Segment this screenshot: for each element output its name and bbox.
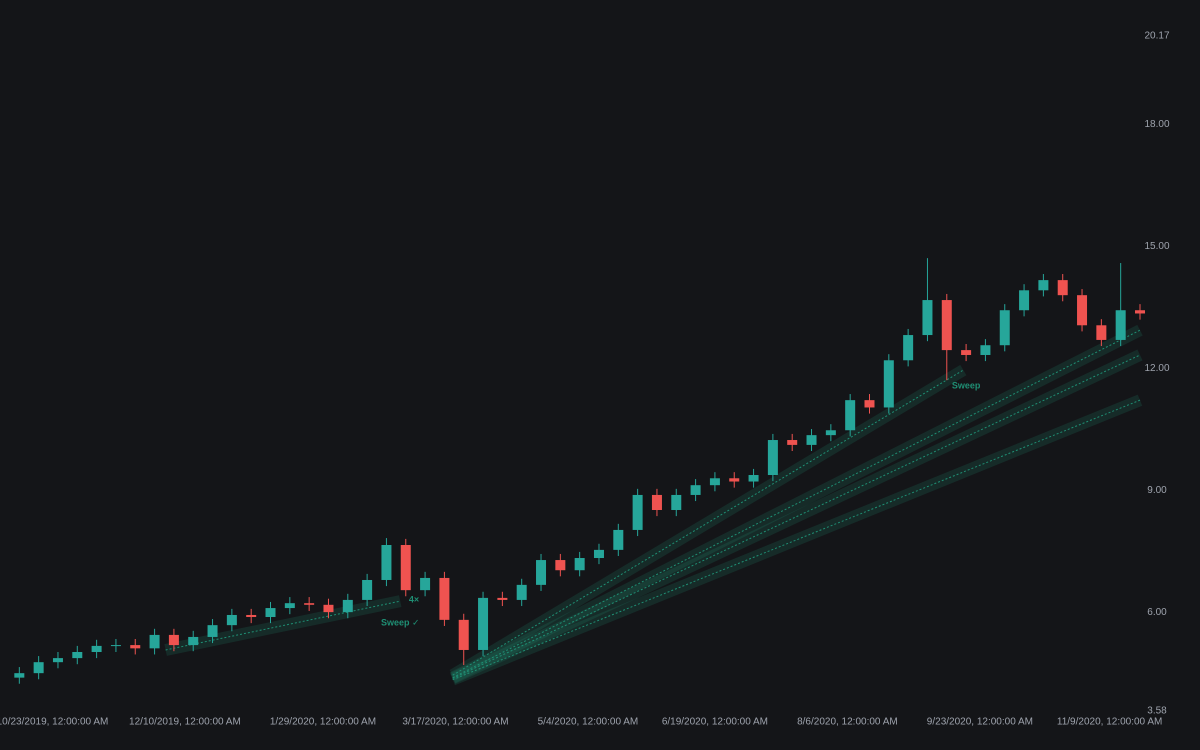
candle-body	[400, 544, 411, 591]
candle-body	[342, 599, 353, 613]
candle-body	[14, 673, 25, 678]
candle-body	[845, 400, 856, 431]
candle-body	[168, 634, 179, 646]
y-tick-label: 3.58	[1147, 706, 1167, 717]
candle-body	[420, 577, 431, 591]
candle-body	[110, 645, 121, 647]
trendline-band	[164, 595, 402, 656]
candle-body	[729, 478, 740, 482]
annotation: Sweep ✓	[381, 617, 420, 627]
candle-body	[825, 430, 836, 436]
candle-body	[787, 440, 798, 445]
candle-body	[246, 614, 257, 618]
x-tick-label: 11/9/2020, 12:00:00 AM	[1057, 717, 1162, 728]
candle-body	[516, 584, 527, 600]
candle-body	[478, 597, 489, 650]
candle-body	[1077, 295, 1088, 326]
x-tick-label: 8/6/2020, 12:00:00 AM	[797, 717, 898, 728]
candle-body	[52, 658, 63, 663]
y-tick-label: 18.00	[1144, 119, 1169, 130]
trendline	[452, 354, 1141, 679]
candle-body	[999, 310, 1010, 346]
candle-body	[806, 435, 817, 445]
candle-body	[941, 300, 952, 351]
candle-body	[903, 335, 914, 361]
candle-body	[922, 300, 933, 336]
candle-body	[72, 652, 83, 659]
candle-body	[980, 345, 991, 355]
candle-body	[1096, 325, 1107, 340]
candle-body	[1115, 310, 1126, 340]
candle-body	[864, 400, 875, 408]
x-tick-label: 1/29/2020, 12:00:00 AM	[270, 717, 376, 728]
candle-body	[188, 636, 199, 646]
x-tick-label: 9/23/2020, 12:00:00 AM	[927, 717, 1033, 728]
candle-body	[265, 608, 276, 618]
candle-body	[362, 579, 373, 600]
candle-body	[284, 603, 295, 609]
candle-body	[767, 440, 778, 476]
candle-body	[632, 494, 643, 530]
candle-body	[651, 494, 662, 511]
x-tick-label: 12/10/2019, 12:00:00 AM	[129, 717, 241, 728]
candle-body	[1019, 290, 1030, 311]
x-tick-label: 3/17/2020, 12:00:00 AM	[402, 717, 508, 728]
candle-body	[1038, 280, 1049, 291]
candle-body	[671, 494, 682, 511]
candle-body	[1135, 310, 1145, 314]
x-tick-label: 10/23/2019, 12:00:00 AM	[0, 717, 108, 728]
candle-body	[226, 614, 237, 626]
y-tick-label: 6.00	[1147, 607, 1167, 618]
candle-body	[961, 350, 972, 355]
candle-body	[709, 478, 720, 486]
candle-body	[1057, 280, 1068, 296]
trendline	[452, 369, 964, 676]
candle-body	[883, 360, 894, 408]
candle-body	[497, 597, 508, 600]
y-tick-label: 20.17	[1144, 31, 1169, 42]
annotation: Sweep	[952, 380, 981, 390]
trendline	[452, 329, 1141, 679]
candle-body	[149, 634, 160, 649]
candle-body	[130, 645, 141, 649]
candle-body	[458, 619, 469, 650]
candle-body	[439, 577, 450, 620]
candle-body	[304, 603, 315, 605]
candle-body	[381, 544, 392, 580]
candle-body	[91, 645, 102, 653]
annotation: 4×	[409, 594, 419, 604]
candle-body	[536, 560, 547, 585]
y-tick-label: 15.00	[1144, 241, 1169, 252]
candle-body	[33, 662, 44, 674]
x-tick-label: 6/19/2020, 12:00:00 AM	[662, 717, 768, 728]
x-tick-label: 5/4/2020, 12:00:00 AM	[538, 717, 639, 728]
y-tick-label: 9.00	[1147, 485, 1167, 496]
candle-body	[574, 558, 585, 571]
trendline-band	[450, 394, 1143, 686]
candle-body	[613, 529, 624, 550]
y-tick-label: 12.00	[1144, 363, 1169, 374]
candle-body	[207, 625, 218, 637]
candle-body	[323, 604, 334, 613]
candle-body	[748, 475, 759, 482]
candle-body	[593, 549, 604, 559]
candle-body	[555, 560, 566, 571]
candle-body	[690, 485, 701, 495]
